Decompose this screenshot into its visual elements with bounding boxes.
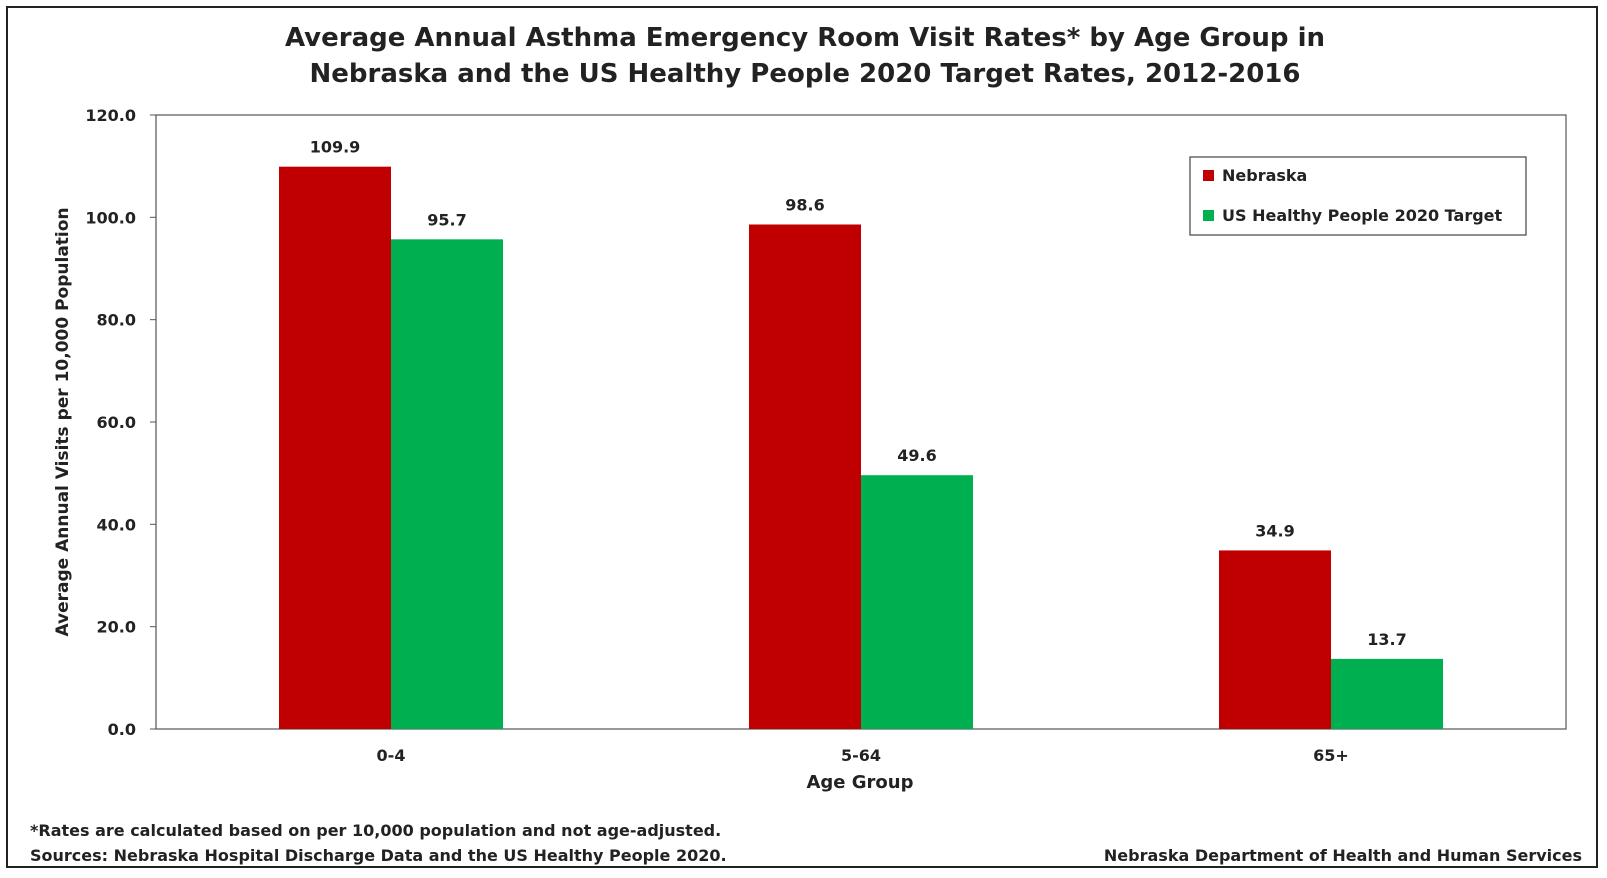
legend-swatch-us-target [1203, 210, 1214, 221]
x-tick-label: 5-64 [841, 746, 881, 765]
legend: Nebraska US Healthy People 2020 Target [1189, 156, 1527, 236]
x-tick-label: 0-4 [377, 746, 406, 765]
bar-us-target-65+ [1331, 658, 1443, 729]
y-tick-label: 40.0 [97, 515, 136, 534]
legend-label-nebraska: Nebraska [1222, 166, 1307, 185]
footnote-rates: *Rates are calculated based on per 10,00… [30, 821, 721, 840]
value-label: 98.6 [785, 195, 824, 214]
footnote-credit: Nebraska Department of Health and Human … [1104, 846, 1582, 865]
bar-nebraska-0-4 [279, 166, 391, 729]
y-axis-ticks: 0.0 20.0 40.0 60.0 80.0 100.0 120.0 [85, 106, 156, 739]
legend-swatch-nebraska [1203, 170, 1214, 181]
footnote-sources: Sources: Nebraska Hospital Discharge Dat… [30, 846, 727, 865]
chart-title-line-2: Nebraska and the US Healthy People 2020 … [310, 59, 1301, 89]
value-label: 34.9 [1255, 521, 1294, 540]
x-tick-label: 65+ [1313, 746, 1349, 765]
y-tick-label: 80.0 [97, 311, 136, 330]
bar-us-target-5-64 [861, 475, 973, 729]
value-label: 49.6 [897, 446, 936, 465]
bar-nebraska-65+ [1219, 550, 1331, 729]
legend-box [1189, 156, 1527, 236]
x-axis-title: Age Group [806, 772, 913, 793]
bar-nebraska-5-64 [749, 224, 861, 729]
y-axis-title: Average Annual Visits per 10,000 Populat… [53, 207, 73, 636]
y-tick-label: 100.0 [85, 208, 136, 227]
y-tick-label: 60.0 [97, 413, 136, 432]
value-label: 109.9 [310, 138, 361, 157]
bar-us-target-0-4 [391, 239, 503, 729]
value-label: 95.7 [427, 210, 466, 229]
chart-title-line-1: Average Annual Asthma Emergency Room Vis… [285, 23, 1325, 53]
value-labels-group: 109.9 95.7 98.6 49.6 34.9 13.7 [310, 138, 1407, 649]
y-tick-label: 20.0 [97, 618, 136, 637]
value-label: 13.7 [1367, 630, 1406, 649]
y-tick-label: 120.0 [85, 106, 136, 125]
bars-group [279, 166, 1443, 729]
y-tick-label: 0.0 [108, 720, 136, 739]
x-axis-ticks: 0-4 5-64 65+ [377, 746, 1349, 765]
legend-label-us-target: US Healthy People 2020 Target [1222, 206, 1503, 225]
